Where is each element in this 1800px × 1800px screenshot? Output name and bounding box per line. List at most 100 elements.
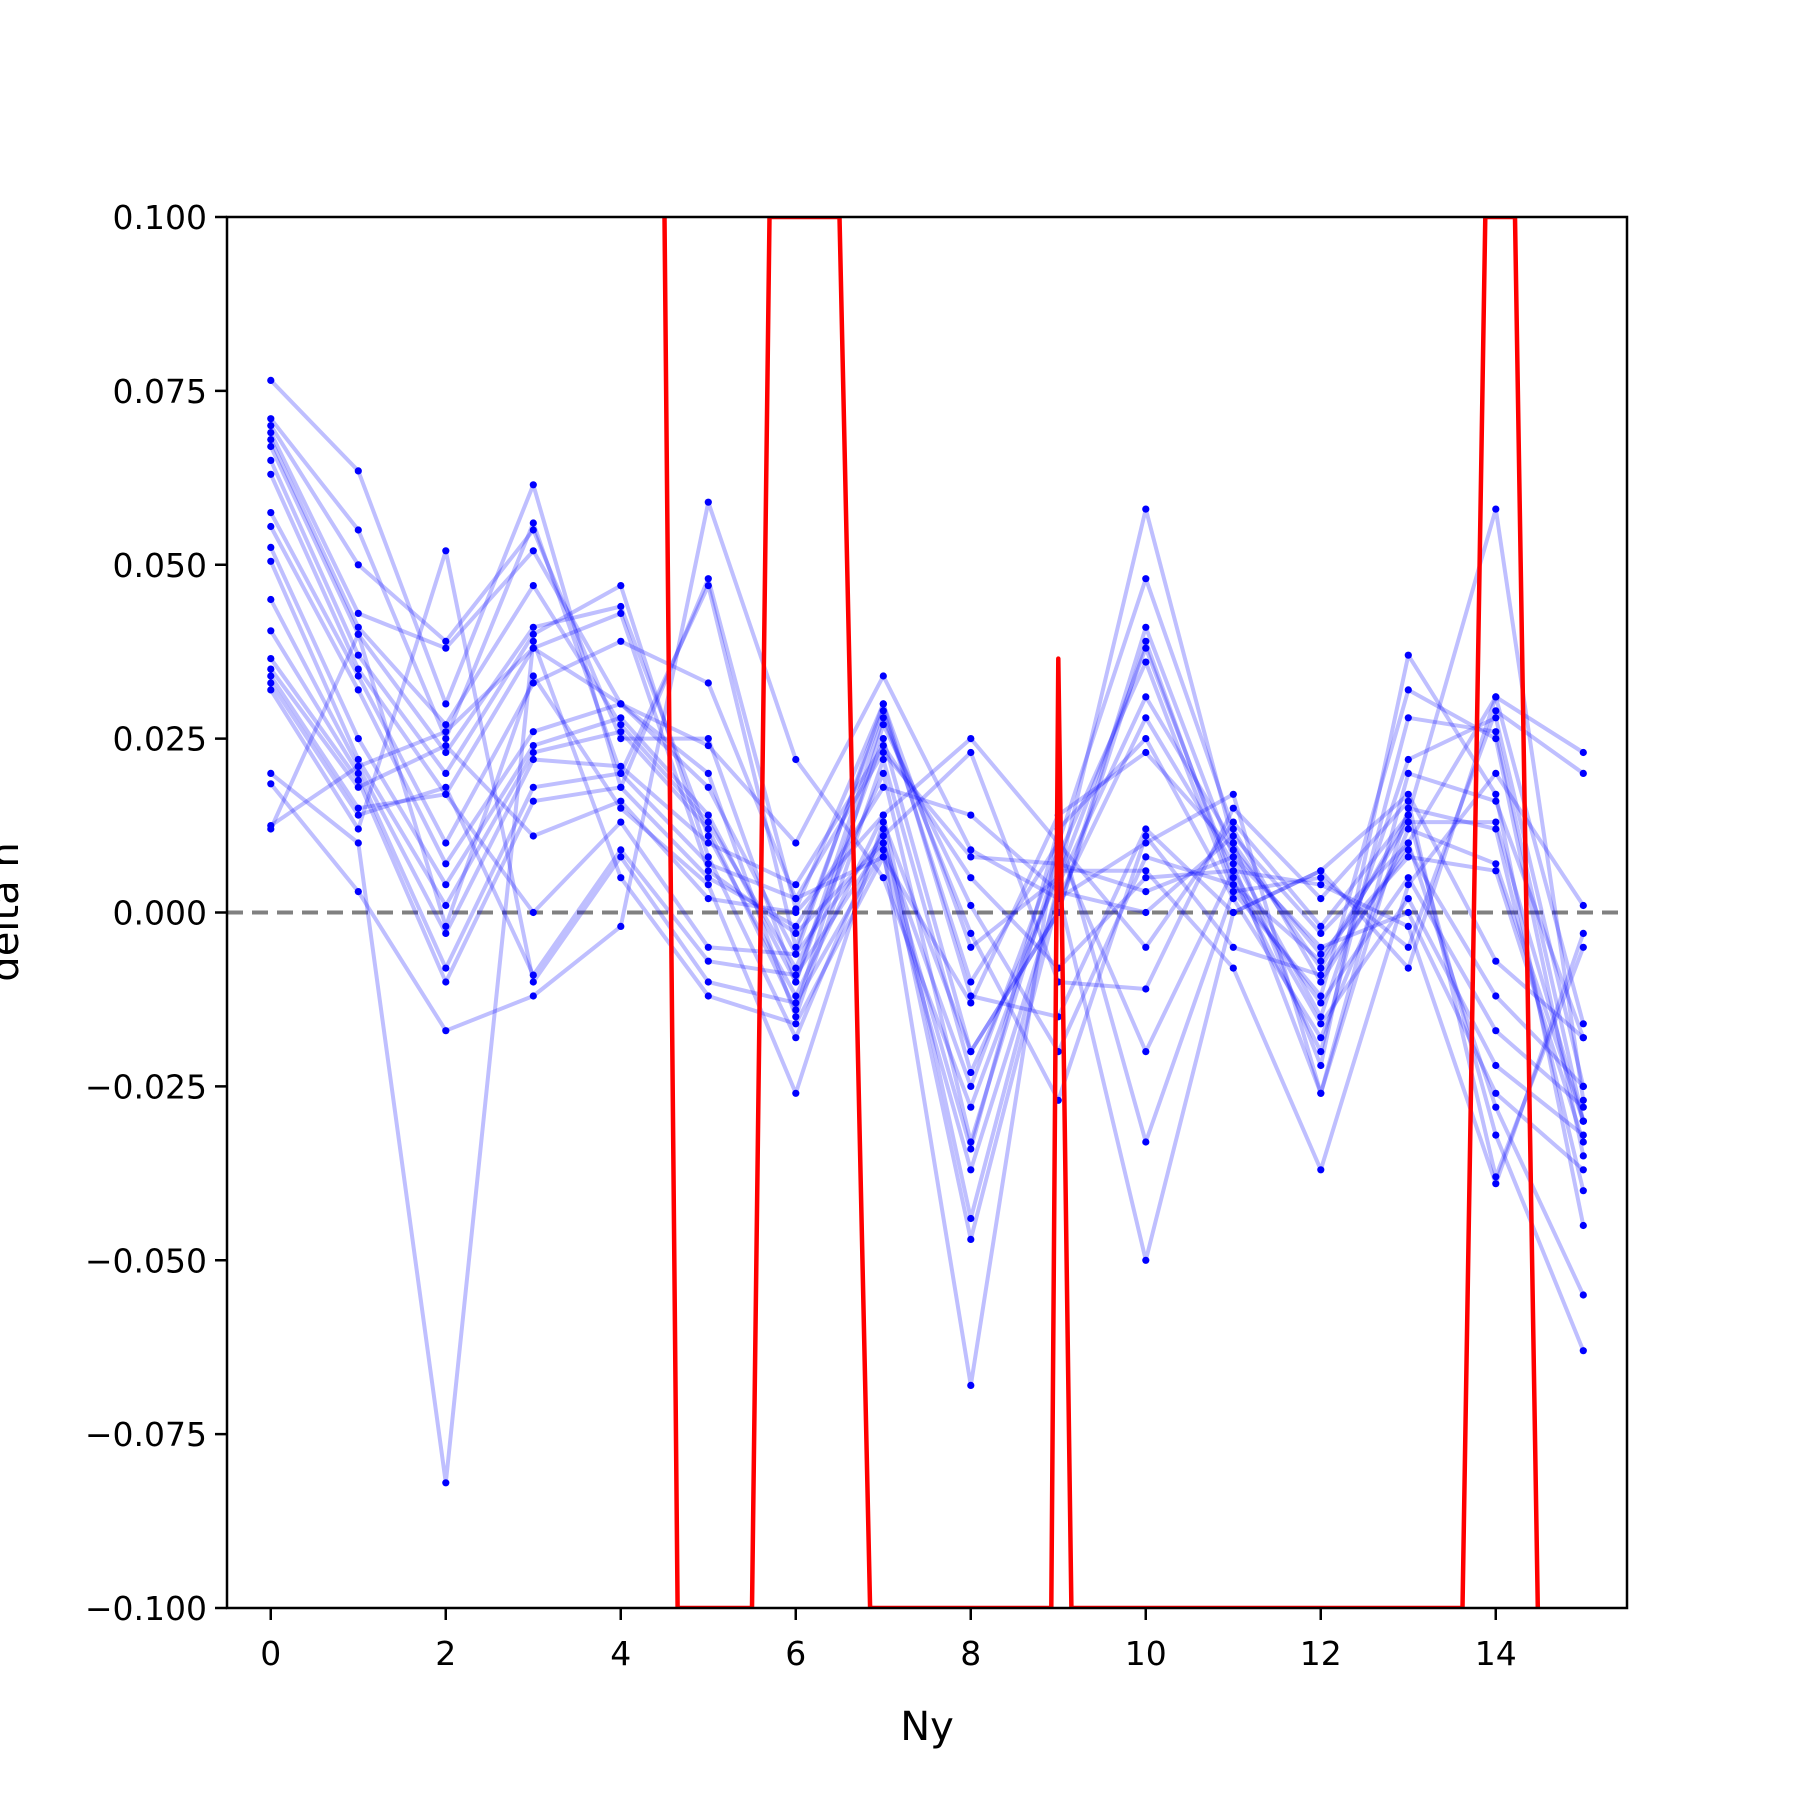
sample-point bbox=[442, 881, 450, 889]
sample-point bbox=[704, 679, 712, 687]
sample-point bbox=[1404, 818, 1412, 826]
sample-point bbox=[792, 992, 800, 1000]
sample-point bbox=[1404, 769, 1412, 778]
sample-point bbox=[267, 665, 275, 673]
sample-point bbox=[1142, 1048, 1150, 1056]
sample-point bbox=[1404, 839, 1412, 847]
sample-point bbox=[1492, 1103, 1500, 1111]
sample-point bbox=[617, 769, 625, 778]
series-layer bbox=[227, 376, 1627, 1487]
sample-point bbox=[1404, 797, 1412, 805]
sample-point bbox=[967, 1145, 975, 1153]
sample-point bbox=[1404, 804, 1412, 812]
sample-point bbox=[354, 811, 362, 819]
sample-point bbox=[1404, 846, 1412, 854]
sample-point bbox=[1317, 1166, 1325, 1174]
sample-point bbox=[967, 999, 975, 1007]
sample-point bbox=[1317, 895, 1325, 903]
sample-point bbox=[529, 992, 537, 1000]
sample-point bbox=[704, 818, 712, 826]
sample-series-line bbox=[269, 681, 1586, 1186]
sample-point bbox=[792, 943, 800, 951]
sample-point bbox=[704, 839, 712, 847]
y-tick-label: 0.050 bbox=[113, 546, 207, 585]
sample-point bbox=[267, 376, 275, 384]
sample-point bbox=[704, 825, 712, 833]
sample-point bbox=[267, 508, 275, 517]
sample-series-line bbox=[269, 639, 1585, 1485]
sample-point bbox=[1492, 693, 1500, 701]
sample-point bbox=[792, 1013, 800, 1021]
sample-point bbox=[879, 769, 887, 778]
sample-point bbox=[967, 1166, 975, 1174]
sample-point bbox=[1404, 895, 1412, 903]
sample-point bbox=[1404, 811, 1412, 819]
sample-point bbox=[704, 860, 712, 868]
sample-point bbox=[1317, 867, 1325, 875]
sample-point bbox=[1317, 881, 1325, 889]
sample-point bbox=[529, 832, 537, 840]
sample-series-11 bbox=[267, 543, 1587, 1104]
sample-point bbox=[354, 467, 362, 475]
sample-point bbox=[1492, 707, 1500, 715]
x-tick-label: 10 bbox=[1125, 1634, 1167, 1673]
x-axis-label: Ny bbox=[900, 1704, 954, 1750]
sample-point bbox=[1579, 1034, 1587, 1042]
sample-point bbox=[1229, 895, 1237, 903]
sample-point bbox=[704, 992, 712, 1000]
sample-point bbox=[1142, 839, 1150, 847]
sample-point bbox=[442, 922, 450, 931]
sample-point bbox=[1229, 790, 1237, 798]
sample-point bbox=[267, 686, 275, 694]
sample-point bbox=[354, 609, 362, 618]
sample-point bbox=[879, 672, 887, 680]
sample-point bbox=[879, 700, 887, 708]
sample-point bbox=[1142, 908, 1150, 917]
sample-point bbox=[354, 651, 362, 659]
sample-point bbox=[442, 1027, 450, 1035]
x-tick-label: 14 bbox=[1475, 1634, 1517, 1673]
sample-point bbox=[529, 481, 537, 489]
sample-point bbox=[442, 929, 450, 938]
sample-point bbox=[967, 853, 975, 861]
sample-point bbox=[1492, 505, 1500, 513]
sample-point bbox=[1492, 867, 1500, 875]
sample-point bbox=[1492, 992, 1500, 1000]
y-tick-label: 0.000 bbox=[113, 894, 207, 933]
sample-series-12 bbox=[267, 557, 1587, 1111]
sample-point bbox=[1317, 922, 1325, 931]
x-tick-label: 12 bbox=[1300, 1634, 1342, 1673]
sample-point bbox=[617, 609, 625, 618]
sample-point bbox=[617, 818, 625, 826]
sample-point bbox=[1142, 637, 1150, 645]
sample-series-line bbox=[269, 548, 1585, 1388]
sample-point bbox=[1142, 825, 1150, 833]
sample-point bbox=[617, 637, 625, 645]
sample-point bbox=[529, 797, 537, 805]
sample-point bbox=[267, 429, 275, 437]
sample-point bbox=[879, 721, 887, 729]
sample-point bbox=[442, 860, 450, 868]
sample-point bbox=[529, 519, 537, 527]
sample-point bbox=[879, 755, 887, 764]
sample-point bbox=[354, 888, 362, 896]
sample-point bbox=[1142, 748, 1150, 757]
sample-point bbox=[1404, 943, 1412, 951]
sample-point bbox=[1579, 1096, 1587, 1104]
sample-point bbox=[879, 707, 887, 715]
sample-point bbox=[529, 728, 537, 736]
sample-point bbox=[1229, 908, 1237, 917]
sample-point bbox=[1404, 790, 1412, 798]
sample-point bbox=[442, 748, 450, 757]
sample-point bbox=[1229, 867, 1237, 875]
x-tick-label: 8 bbox=[960, 1634, 981, 1673]
sample-point bbox=[1579, 748, 1587, 757]
sample-point bbox=[704, 783, 712, 791]
sample-point bbox=[704, 867, 712, 875]
sample-point bbox=[1579, 1103, 1587, 1111]
sample-point bbox=[1142, 693, 1150, 701]
sample-point bbox=[267, 825, 275, 833]
sample-point bbox=[267, 456, 275, 464]
sample-point bbox=[1579, 1131, 1587, 1139]
sample-point bbox=[792, 964, 800, 972]
